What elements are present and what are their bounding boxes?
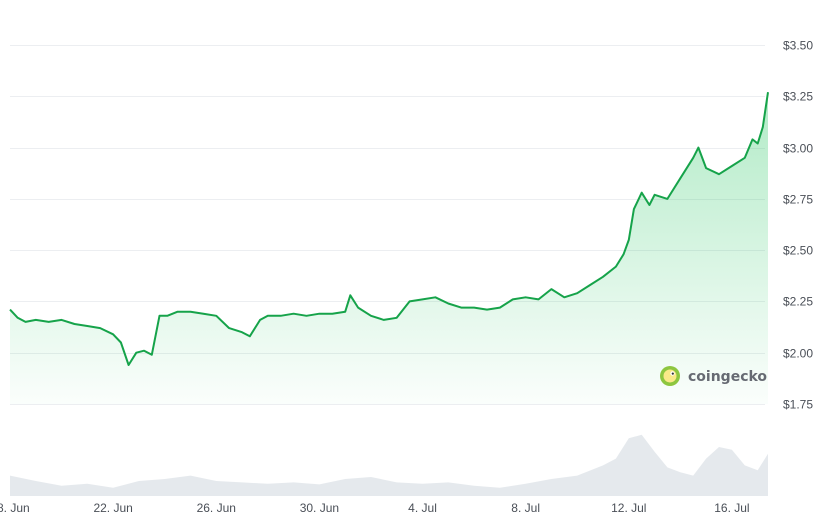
x-tick-label: 18. Jun <box>0 501 30 515</box>
price-line-layer <box>9 92 769 366</box>
volume-series <box>10 434 768 496</box>
x-tick-label: 22. Jun <box>93 501 132 515</box>
y-axis-ticks: $3.50 $3.25 $3.00 $2.75 $2.50 $2.25 $2.00 $1.75 <box>783 39 813 412</box>
y-tick-label: $2.50 <box>783 244 813 258</box>
x-tick-label: 30. Jun <box>300 501 339 515</box>
brand-name: coingecko <box>688 369 767 385</box>
price-area <box>10 92 768 404</box>
price-area-fill <box>10 92 768 404</box>
y-tick-label: $2.25 <box>783 295 813 309</box>
y-tick-label: $3.25 <box>783 90 813 104</box>
y-tick-label: $2.75 <box>783 193 813 207</box>
y-tick-label: $2.00 <box>783 347 813 361</box>
x-tick-label: 4. Jul <box>408 501 437 515</box>
x-tick-label: 12. Jul <box>611 501 646 515</box>
y-tick-label: $1.75 <box>783 398 813 412</box>
coingecko-logo: coingecko <box>660 366 767 386</box>
volume-area <box>10 434 768 496</box>
price-line <box>9 92 769 366</box>
x-axis-ticks: 18. Jun 22. Jun 26. Jun 30. Jun 4. Jul 8. Jul… <box>0 501 750 515</box>
y-tick-label: $3.50 <box>783 39 813 53</box>
x-tick-label: 26. Jun <box>197 501 236 515</box>
y-tick-label: $3.00 <box>783 142 813 156</box>
x-tick-label: 16. Jul <box>714 501 749 515</box>
x-tick-label: 8. Jul <box>511 501 540 515</box>
